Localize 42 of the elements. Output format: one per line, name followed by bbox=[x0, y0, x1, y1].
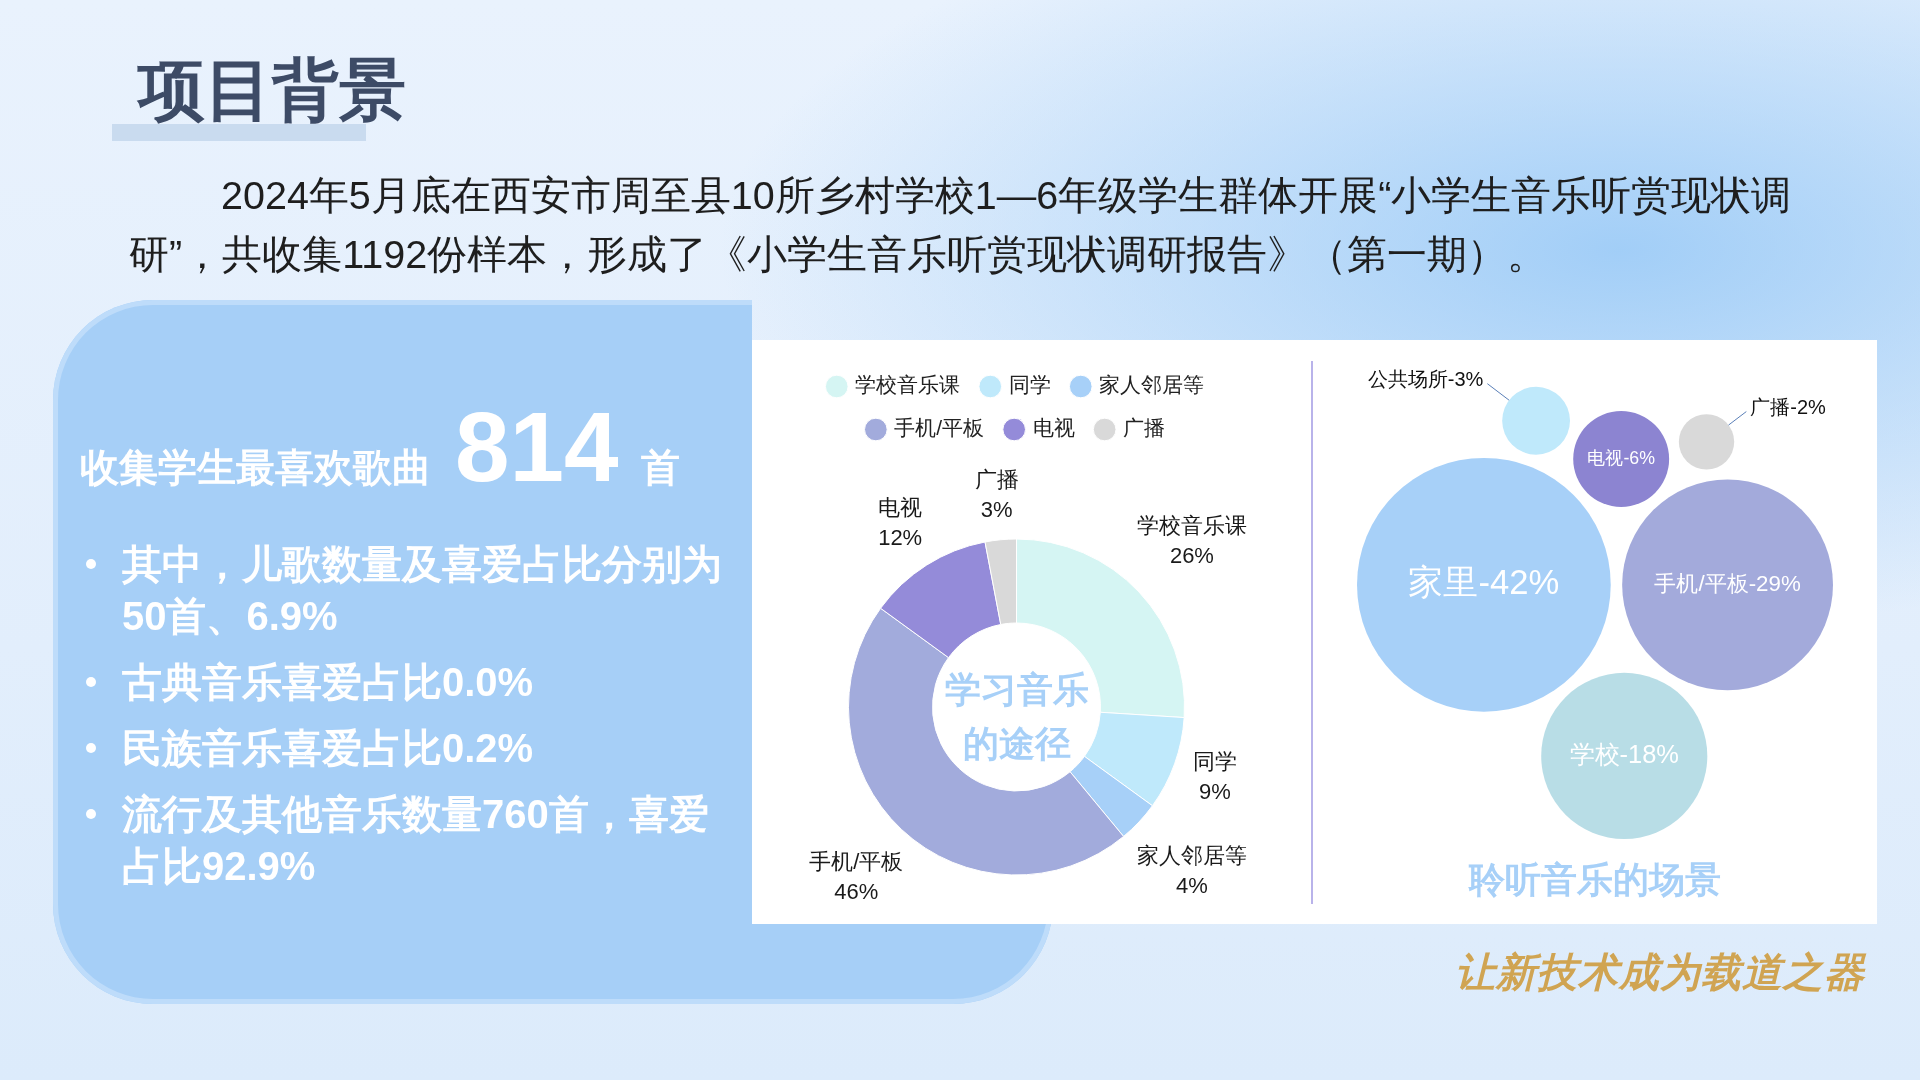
slice-label: 电视 bbox=[878, 494, 923, 520]
slice-label: 同学 bbox=[1192, 749, 1237, 775]
data-label: 4% bbox=[1176, 872, 1208, 898]
legend-label: 家人邻居等 bbox=[1099, 373, 1205, 397]
data-label: 3% bbox=[980, 497, 1013, 523]
data-label: 29% bbox=[1756, 570, 1801, 596]
text: 民族音乐喜爱占比0.2% bbox=[122, 726, 534, 770]
slice-label: 学校音乐课 bbox=[1136, 513, 1247, 539]
legend-label: 学校音乐课 bbox=[855, 373, 961, 397]
data-label: 3% bbox=[1454, 368, 1484, 391]
data-label: 26% bbox=[1169, 543, 1214, 569]
slice-label: 手机/平板 bbox=[809, 848, 904, 874]
data-label: 2% bbox=[1796, 396, 1827, 419]
text: 让新技术成为载道之器 bbox=[1455, 948, 1865, 995]
legend-label: 广播 bbox=[1123, 416, 1166, 440]
text: 2024年5月底在西安市周至县10所乡村学校1—6年级学生群体开展“小学生音乐听赏现状调研”，共收集1192份样本，形成了《小学生音乐听赏现状调研报告》（第一期）。 bbox=[129, 172, 1793, 278]
legend-label: 电视 bbox=[1032, 416, 1075, 440]
text: 收集学生最喜欢歌曲 bbox=[80, 445, 431, 491]
text: 项目背景 bbox=[138, 52, 406, 127]
data-label: 9% bbox=[1199, 779, 1231, 805]
category-label: 公共场所- bbox=[1367, 368, 1455, 391]
slice-label: 广播 bbox=[974, 467, 1019, 493]
text: 814 bbox=[455, 392, 619, 502]
text: 古典音乐喜爱占比0.0% bbox=[122, 660, 534, 704]
text: 聆听音乐的场景 bbox=[1468, 859, 1721, 901]
category-label: 手机/平板- bbox=[1654, 570, 1757, 596]
data-label: 42% bbox=[1489, 563, 1560, 602]
data-label: 12% bbox=[878, 524, 923, 550]
data-label: 6% bbox=[1629, 447, 1656, 468]
category-label: 家里- bbox=[1408, 563, 1490, 602]
slice-label: 家人邻居等 bbox=[1136, 842, 1247, 868]
data-label: 46% bbox=[834, 878, 879, 904]
category-label: 电视- bbox=[1587, 447, 1630, 468]
category-label: 广播- bbox=[1750, 396, 1797, 419]
text: 学习音乐的途径 bbox=[944, 668, 1089, 764]
legend-label: 同学 bbox=[1008, 373, 1051, 397]
text: 其中，儿歌数量及喜爱占比分别为50首、6.9% bbox=[122, 542, 722, 638]
text: 首 bbox=[640, 445, 680, 491]
text: 流行及其他音乐数量760首，喜爱占比92.9% bbox=[122, 792, 709, 888]
category-label: 学校- bbox=[1569, 739, 1629, 768]
data-label: 18% bbox=[1628, 739, 1679, 768]
legend-label: 手机/平板 bbox=[894, 416, 985, 440]
